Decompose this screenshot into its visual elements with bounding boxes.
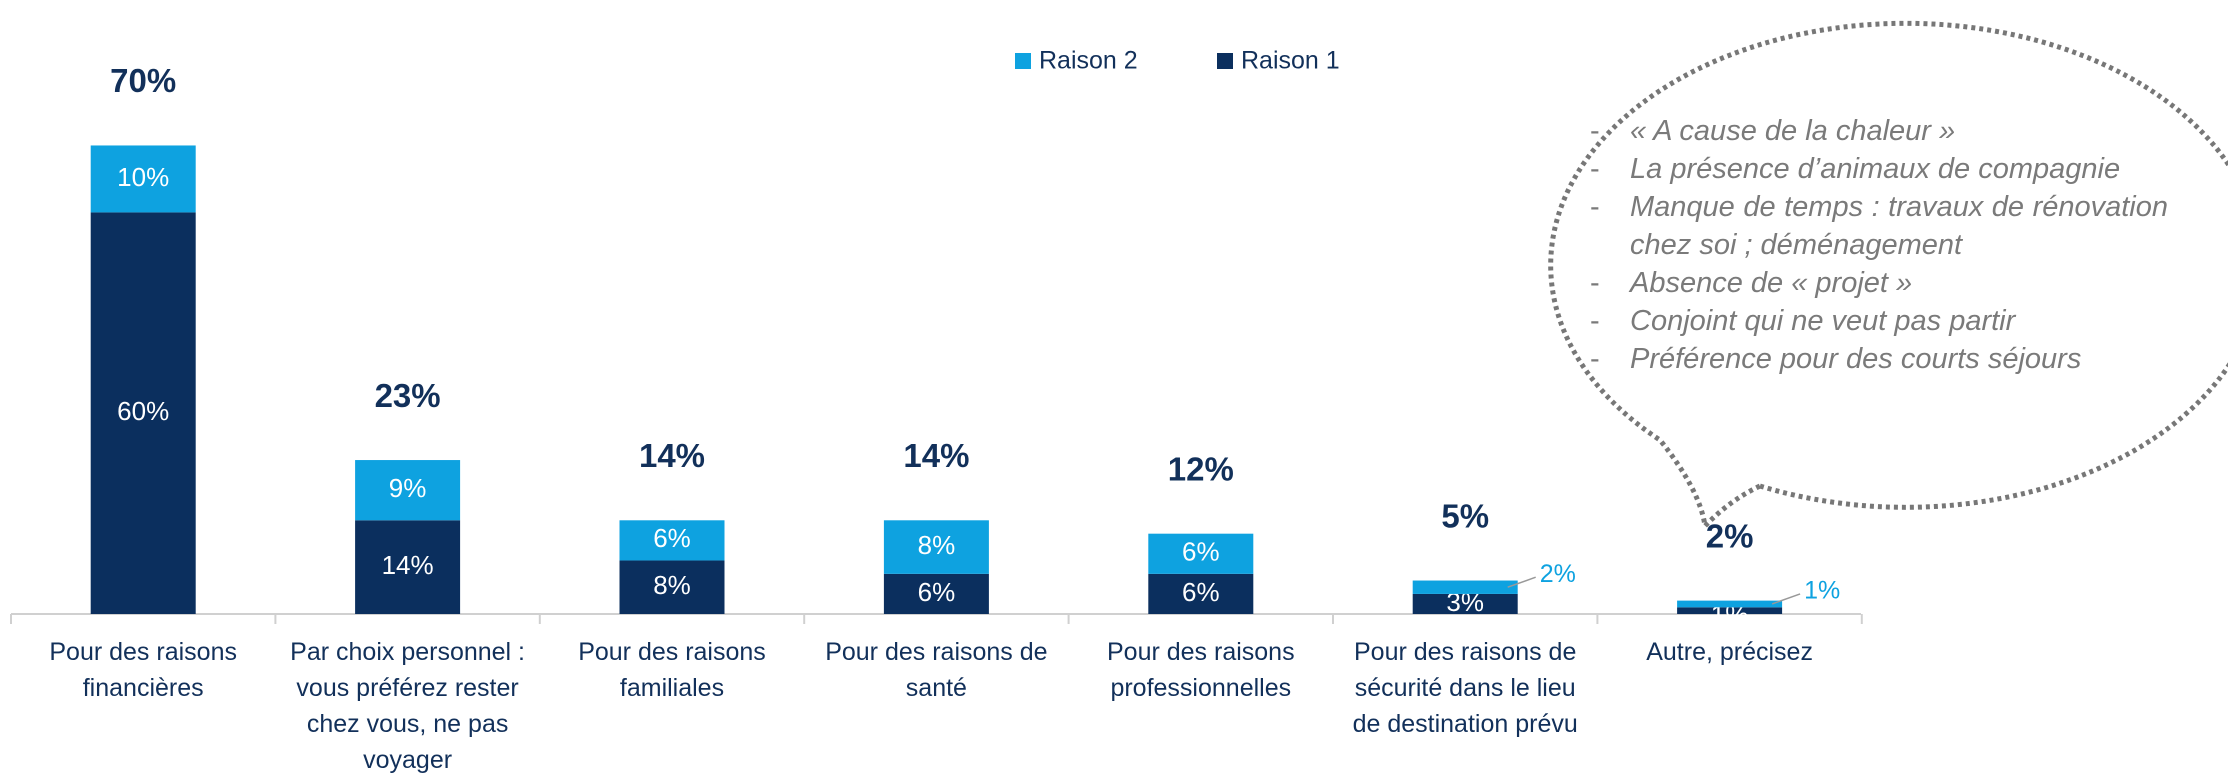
- legend-label: Raison 2: [1039, 47, 1138, 75]
- value-label: 9%: [389, 473, 427, 503]
- bar-segment: [1677, 600, 1783, 608]
- speech-bubble: [1548, 20, 2228, 532]
- bar-segment: [883, 573, 989, 614]
- legend-label: Raison 1: [1241, 47, 1340, 75]
- total-label: 14%: [639, 437, 705, 474]
- x-tick-label: Pour des raisons financières: [49, 638, 237, 702]
- value-label: 6%: [1182, 577, 1220, 607]
- x-tick-label: Pour des raisons professionnelles: [1106, 638, 1295, 702]
- value-label: 8%: [653, 570, 691, 600]
- value-label: 8%: [918, 530, 956, 560]
- value-label: 14%: [382, 550, 434, 580]
- bar-segment: [1412, 593, 1518, 614]
- bar-segment: [619, 560, 725, 614]
- value-label: 1%: [1804, 577, 1840, 605]
- leader-line: [1771, 593, 1801, 605]
- note-item: Conjoint qui ne veut pas partir: [1590, 302, 2168, 340]
- bar-segment: [1677, 607, 1783, 614]
- value-label: 60%: [117, 396, 169, 426]
- x-tick-label: Pour des raisons de sécurité dans le lie…: [1352, 638, 1578, 738]
- bar-segment: [1148, 573, 1254, 614]
- note-item: La présence d’animaux de compagnie: [1590, 150, 2168, 188]
- bar-segment: [1412, 580, 1518, 594]
- bar-segment: [1148, 533, 1254, 574]
- total-label: 2%: [1706, 517, 1754, 554]
- value-label: 6%: [918, 577, 956, 607]
- total-label: 23%: [375, 377, 441, 414]
- x-tick-label: Pour des raisons familiales: [578, 638, 766, 702]
- note-item: « A cause de la chaleur »: [1590, 112, 2168, 150]
- x-tick-label: Pour des raisons de santé: [825, 638, 1048, 702]
- legend-swatch: [1217, 53, 1233, 69]
- value-label: 6%: [1182, 537, 1220, 567]
- value-label: 6%: [653, 523, 691, 553]
- value-label: 2%: [1540, 560, 1576, 588]
- bar-segment: [90, 145, 196, 213]
- total-label: 14%: [903, 437, 969, 474]
- total-label: 12%: [1168, 450, 1234, 487]
- x-tick-label: Par choix personnel : vous préférez rest…: [290, 638, 526, 774]
- note-item: Préférence pour des courts séjours: [1590, 340, 2168, 378]
- note-item: Absence de « projet »: [1590, 264, 2168, 302]
- value-label: 10%: [117, 162, 169, 192]
- bar-segment: [883, 520, 989, 574]
- bar-segment: [90, 212, 196, 614]
- bar-segment: [619, 520, 725, 561]
- total-label: 70%: [110, 62, 176, 99]
- x-tick-label: Autre, précisez: [1646, 638, 1813, 666]
- notes-list: « A cause de la chaleur »La présence d’a…: [1590, 112, 2168, 378]
- bar-segment: [355, 460, 461, 521]
- legend-swatch: [1015, 53, 1031, 69]
- total-label: 5%: [1441, 497, 1489, 534]
- note-item: Manque de temps : travaux de rénovation …: [1590, 188, 2168, 264]
- leader-line: [1507, 576, 1536, 588]
- bar-segment: [355, 520, 461, 614]
